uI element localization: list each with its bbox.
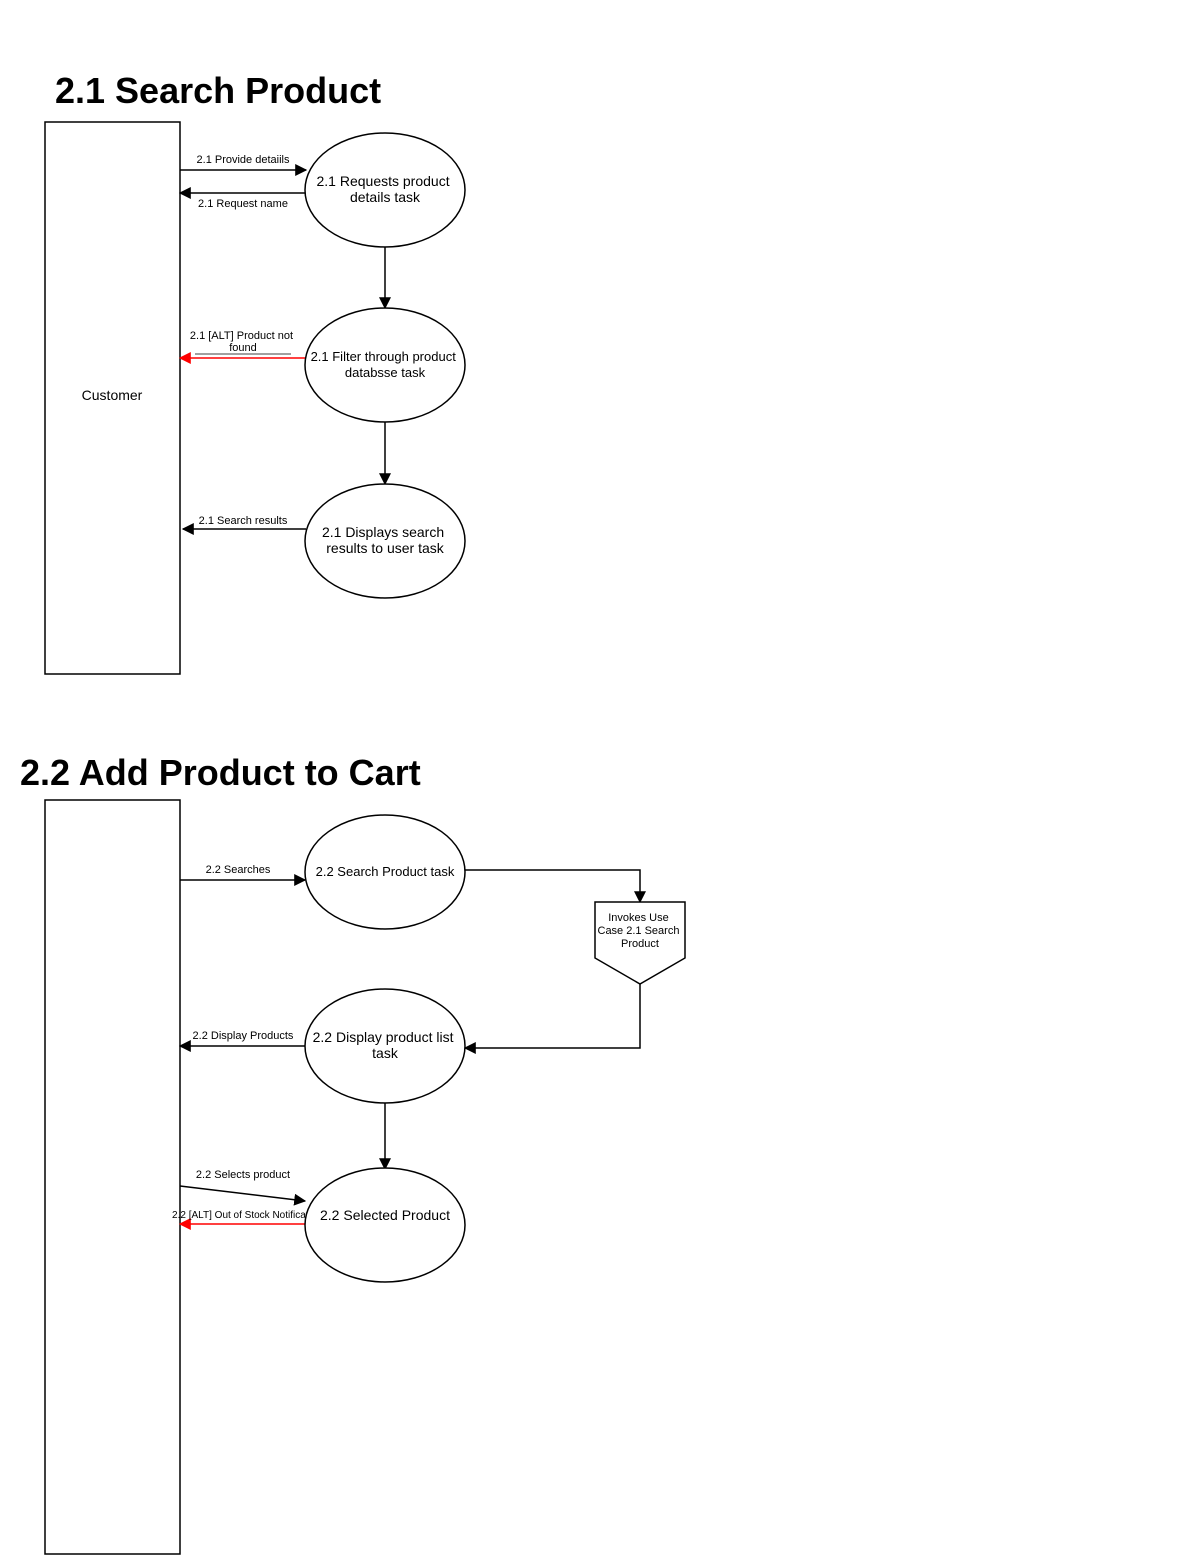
edge-label: 2.1 [ALT] Product not found <box>190 330 296 354</box>
node-m2: 2.2 Display product list task <box>305 989 465 1103</box>
node-n2: 2.1 Filter through product databsse task <box>305 308 465 422</box>
invoke-connector: Invokes Use Case 2.1 Search Product <box>595 902 685 984</box>
edge-label: 2.2 [ALT] Out of Stock Notification <box>172 1210 322 1221</box>
diagram-2: 2.2 Searches 2.2 Display Products 2.2 Se… <box>0 795 1200 1555</box>
node-m3: 2.2 Selected Product <box>305 1168 465 1282</box>
section2-title: 2.2 Add Product to Cart <box>20 752 421 794</box>
svg-text:2.2 Selected Product: 2.2 Selected Product <box>320 1207 450 1223</box>
node-m1: 2.2 Search Product task <box>305 815 465 929</box>
svg-text:2.1 Displays search re: 2.1 Displays search results to user task <box>322 524 448 556</box>
actor-customer-label: Customer <box>82 387 143 403</box>
edge-label: 2.1 Provide detaiils <box>197 154 290 166</box>
edge-label: 2.1 Request name <box>198 198 288 210</box>
edge-label: 2.2 Display Products <box>193 1030 294 1042</box>
diagram-1: Customer 2.1 Provide detaiils 2.1 Reques… <box>0 0 1200 700</box>
node-n3: 2.1 Displays search results to user task <box>305 484 465 598</box>
page: 2.1 Search Product Customer 2.1 Provide … <box>0 0 1200 1554</box>
actor-box-2 <box>45 800 180 1554</box>
edge-label: 2.1 Search results <box>199 515 288 527</box>
edge-label: 2.2 Selects product <box>196 1169 290 1181</box>
svg-text:2.2 Search Product task: 2.2 Search Product task <box>316 864 455 879</box>
edge-label: 2.2 Searches <box>206 864 271 876</box>
node-n1: 2.1 Requests product details task <box>305 133 465 247</box>
